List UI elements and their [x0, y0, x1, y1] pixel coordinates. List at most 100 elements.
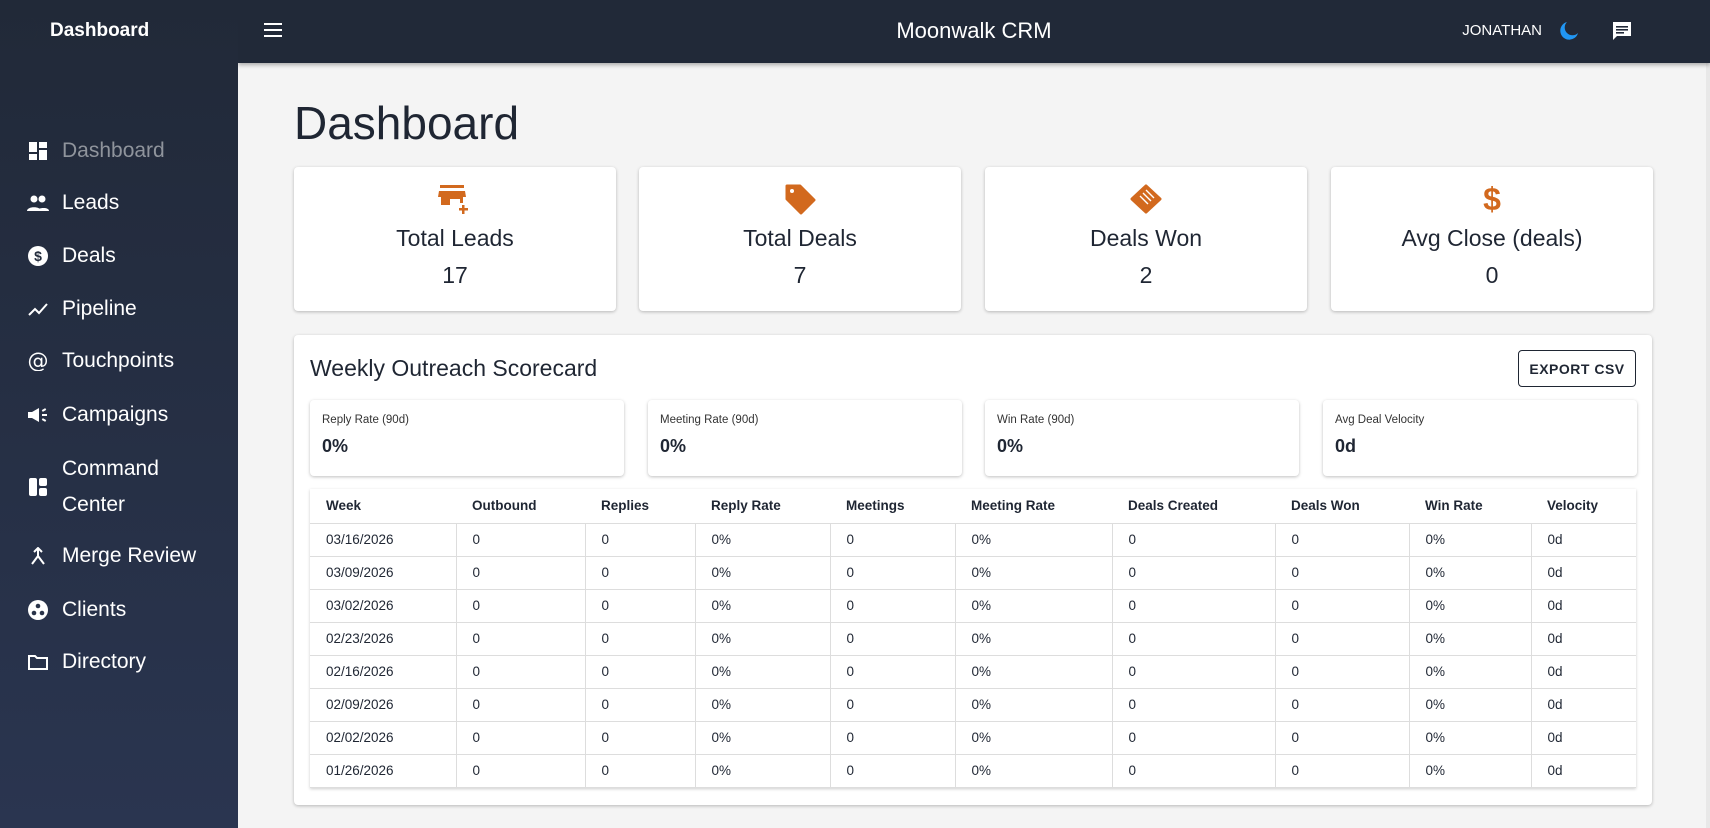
column-header[interactable]: Meetings [830, 489, 955, 524]
table-cell: 0 [1112, 655, 1276, 689]
sidebar-item-deals[interactable]: $ Deals [0, 244, 238, 268]
table-cell: 0 [585, 655, 696, 689]
sidebar-item-campaigns[interactable]: Campaigns [0, 403, 238, 427]
table-cell: 0 [1112, 721, 1276, 755]
app-title: Moonwalk CRM [896, 18, 1052, 43]
table-cell: 0% [1409, 655, 1532, 689]
table-cell: 0 [456, 622, 586, 656]
menu-icon[interactable] [264, 22, 284, 38]
table-cell: 0 [1112, 556, 1276, 590]
dollar-circle-icon: $ [27, 245, 49, 267]
sidebar-item-clients[interactable]: Clients [0, 598, 238, 622]
table-cell: 0 [1275, 655, 1410, 689]
table-cell: 0 [585, 523, 696, 557]
table-cell: 0 [456, 655, 586, 689]
at-icon: @ [27, 350, 49, 372]
table-cell: 0d [1531, 688, 1636, 722]
table-cell: 0 [830, 523, 956, 557]
stat-label: Win Rate (90d) [997, 414, 1075, 426]
dark-mode-toggle-icon[interactable] [1558, 20, 1580, 42]
sidebar-item-label: Campaigns [62, 403, 169, 426]
brand-label: Dashboard [50, 20, 150, 41]
table-cell: 0 [456, 688, 586, 722]
column-header[interactable]: Outbound [456, 489, 585, 524]
table-cell: 0 [830, 655, 956, 689]
brand[interactable]: Dashboard [14, 14, 149, 48]
export-csv-button[interactable]: EXPORT CSV [1518, 350, 1636, 387]
stat-label: Avg Deal Velocity [1335, 414, 1425, 426]
table-cell: 0 [1275, 523, 1410, 557]
table-cell: 0 [830, 556, 956, 590]
column-header[interactable]: Reply Rate [695, 489, 830, 524]
table-cell: 0% [695, 688, 831, 722]
card-value: 2 [1139, 262, 1153, 288]
column-header[interactable]: Win Rate [1409, 489, 1531, 524]
sidebar-item-command-center[interactable]: Command Center [0, 451, 238, 523]
table-cell: 0 [1112, 523, 1276, 557]
moon-logo-icon [16, 16, 38, 46]
table-row: 03/16/2026 0 0 0% 0 0% 0 0 0% 0d [310, 523, 1636, 557]
card-value: 7 [793, 262, 807, 288]
table-cell: 0% [955, 655, 1113, 689]
column-header[interactable]: Replies [585, 489, 695, 524]
svg-text:@: @ [28, 351, 48, 371]
stat-value: 0% [660, 436, 687, 456]
stat-value: 0d [1335, 436, 1357, 456]
card-label: Avg Close (deals) [1401, 225, 1583, 251]
table-cell: 0% [695, 556, 831, 590]
table-cell: 0 [830, 721, 956, 755]
table-cell: 0% [695, 754, 831, 788]
table-cell: 0% [955, 622, 1113, 656]
scorecard-title: Weekly Outreach Scorecard [310, 355, 598, 381]
table-cell: 0% [1409, 556, 1532, 590]
table-cell: 0% [1409, 622, 1532, 656]
table-cell: 0 [585, 688, 696, 722]
user-name[interactable]: JONATHAN [1462, 22, 1542, 39]
sidebar-item-touchpoints[interactable]: @ Touchpoints [0, 349, 238, 373]
scrollbar[interactable] [1706, 63, 1710, 828]
table-cell: 0% [955, 688, 1113, 722]
table-cell: 0% [955, 721, 1113, 755]
column-header[interactable]: Velocity [1531, 489, 1636, 524]
scorecard-stat: Reply Rate (90d) 0% [310, 400, 624, 476]
table-cell: 02/09/2026 [310, 688, 457, 722]
column-header[interactable]: Deals Won [1275, 489, 1409, 524]
sidebar-item-label: Leads [62, 191, 120, 214]
table-cell: 0d [1531, 523, 1636, 557]
table-cell: 0 [585, 589, 696, 623]
table-cell: 0% [955, 589, 1113, 623]
sidebar-item-directory[interactable]: Directory [0, 650, 238, 674]
table-row: 02/09/2026 0 0 0% 0 0% 0 0 0% 0d [310, 688, 1636, 722]
table-cell: 0% [695, 721, 831, 755]
column-header[interactable]: Week [310, 489, 456, 524]
sidebar-item-merge-review[interactable]: Merge Review [0, 544, 238, 568]
sidebar-item-label: Pipeline [62, 297, 137, 320]
table-cell: 0 [585, 622, 696, 656]
table-cell: 0d [1531, 556, 1636, 590]
table-cell: 0 [456, 523, 586, 557]
column-header[interactable]: Meeting Rate [955, 489, 1112, 524]
card-label: Total Deals [743, 225, 857, 251]
sidebar-item-pipeline[interactable]: Pipeline [0, 297, 238, 321]
stat-card-total-deals: Total Deals 7 [639, 167, 961, 311]
svg-text:$: $ [1483, 182, 1501, 216]
table-cell: 0 [1275, 688, 1410, 722]
table-row: 01/26/2026 0 0 0% 0 0% 0 0 0% 0d [310, 754, 1636, 788]
sidebar-item-label: Dashboard [62, 139, 165, 162]
table-cell: 03/02/2026 [310, 589, 457, 623]
dashboard-icon [27, 140, 49, 162]
stat-card-total-leads: Total Leads 17 [294, 167, 616, 311]
table-cell: 0% [695, 589, 831, 623]
sidebar-item-dashboard[interactable]: Dashboard [0, 139, 238, 163]
table-cell: 0d [1531, 655, 1636, 689]
chat-icon[interactable] [1611, 20, 1633, 42]
stat-label: Meeting Rate (90d) [660, 414, 759, 426]
trending-icon [27, 298, 49, 320]
table-cell: 02/23/2026 [310, 622, 457, 656]
table-cell: 0 [1275, 721, 1410, 755]
column-header[interactable]: Deals Created [1112, 489, 1275, 524]
sidebar-item-label: Clients [62, 598, 127, 621]
table-cell: 0% [1409, 754, 1532, 788]
table-cell: 0% [695, 655, 831, 689]
sidebar-item-leads[interactable]: Leads [0, 191, 238, 215]
